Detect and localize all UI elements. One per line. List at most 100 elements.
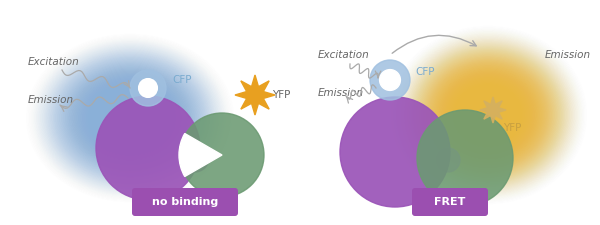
Ellipse shape <box>470 99 505 131</box>
Ellipse shape <box>72 71 188 165</box>
Ellipse shape <box>444 76 532 154</box>
Circle shape <box>417 110 513 206</box>
Ellipse shape <box>423 56 553 173</box>
Ellipse shape <box>97 91 163 145</box>
Ellipse shape <box>487 114 489 116</box>
Ellipse shape <box>84 81 176 155</box>
Ellipse shape <box>472 100 504 130</box>
Ellipse shape <box>113 104 147 132</box>
Ellipse shape <box>68 68 191 168</box>
Ellipse shape <box>429 62 547 168</box>
Circle shape <box>130 70 166 106</box>
Ellipse shape <box>71 70 189 166</box>
Ellipse shape <box>466 95 511 135</box>
Ellipse shape <box>452 82 524 148</box>
Ellipse shape <box>85 82 175 154</box>
Ellipse shape <box>101 95 159 141</box>
Ellipse shape <box>419 53 557 177</box>
Ellipse shape <box>114 105 146 131</box>
Text: no binding: no binding <box>152 197 218 207</box>
Ellipse shape <box>484 112 492 118</box>
Ellipse shape <box>56 58 203 178</box>
Ellipse shape <box>103 96 158 140</box>
Ellipse shape <box>451 81 526 149</box>
Ellipse shape <box>428 61 548 169</box>
Ellipse shape <box>438 70 538 160</box>
Text: Excitation: Excitation <box>318 50 370 60</box>
Ellipse shape <box>83 80 177 156</box>
Ellipse shape <box>93 88 167 148</box>
Ellipse shape <box>447 78 529 152</box>
Ellipse shape <box>469 98 507 132</box>
FancyBboxPatch shape <box>412 188 488 216</box>
Ellipse shape <box>117 107 143 129</box>
Ellipse shape <box>464 94 512 136</box>
Ellipse shape <box>96 90 164 146</box>
Ellipse shape <box>436 68 541 162</box>
Circle shape <box>181 144 209 172</box>
Ellipse shape <box>422 55 554 175</box>
Ellipse shape <box>454 85 522 145</box>
Ellipse shape <box>122 112 138 124</box>
Ellipse shape <box>125 114 135 122</box>
Ellipse shape <box>106 99 154 137</box>
Ellipse shape <box>425 59 551 171</box>
Ellipse shape <box>442 73 534 157</box>
Ellipse shape <box>483 110 493 119</box>
Ellipse shape <box>75 73 185 163</box>
Ellipse shape <box>79 76 181 160</box>
Ellipse shape <box>65 66 194 170</box>
Ellipse shape <box>86 83 173 153</box>
Ellipse shape <box>124 113 137 123</box>
Ellipse shape <box>445 77 530 153</box>
Ellipse shape <box>485 113 491 117</box>
Ellipse shape <box>461 90 515 140</box>
Circle shape <box>436 148 460 172</box>
Ellipse shape <box>89 85 170 151</box>
Ellipse shape <box>453 83 523 146</box>
Ellipse shape <box>424 58 552 172</box>
Ellipse shape <box>418 52 558 178</box>
Ellipse shape <box>478 106 498 124</box>
Ellipse shape <box>468 97 508 133</box>
Ellipse shape <box>118 108 142 128</box>
Ellipse shape <box>474 103 502 127</box>
Ellipse shape <box>82 79 179 157</box>
Ellipse shape <box>100 94 160 142</box>
Ellipse shape <box>62 63 198 173</box>
Ellipse shape <box>431 63 545 167</box>
Circle shape <box>380 70 400 90</box>
Ellipse shape <box>110 102 149 134</box>
Ellipse shape <box>59 61 201 175</box>
Ellipse shape <box>462 91 514 139</box>
Ellipse shape <box>473 101 503 128</box>
Ellipse shape <box>104 97 156 139</box>
Polygon shape <box>480 97 506 123</box>
Ellipse shape <box>128 117 131 119</box>
Ellipse shape <box>67 67 193 169</box>
Ellipse shape <box>126 115 134 121</box>
Ellipse shape <box>61 62 200 174</box>
Circle shape <box>340 97 450 207</box>
Ellipse shape <box>457 87 519 143</box>
Ellipse shape <box>112 103 148 133</box>
Ellipse shape <box>107 100 152 136</box>
Text: CFP: CFP <box>415 67 434 77</box>
Ellipse shape <box>479 107 497 123</box>
Ellipse shape <box>463 92 513 137</box>
Ellipse shape <box>91 86 169 150</box>
Text: FRET: FRET <box>434 197 466 207</box>
Ellipse shape <box>421 54 556 176</box>
Ellipse shape <box>63 64 197 172</box>
Text: Emission: Emission <box>28 95 74 105</box>
Ellipse shape <box>459 89 517 141</box>
Text: CFP: CFP <box>172 75 191 85</box>
Ellipse shape <box>95 89 166 147</box>
Ellipse shape <box>58 60 202 176</box>
Ellipse shape <box>417 51 559 179</box>
Ellipse shape <box>467 96 509 134</box>
Ellipse shape <box>477 105 499 125</box>
Ellipse shape <box>70 69 190 167</box>
Ellipse shape <box>455 86 521 144</box>
Ellipse shape <box>121 110 139 126</box>
